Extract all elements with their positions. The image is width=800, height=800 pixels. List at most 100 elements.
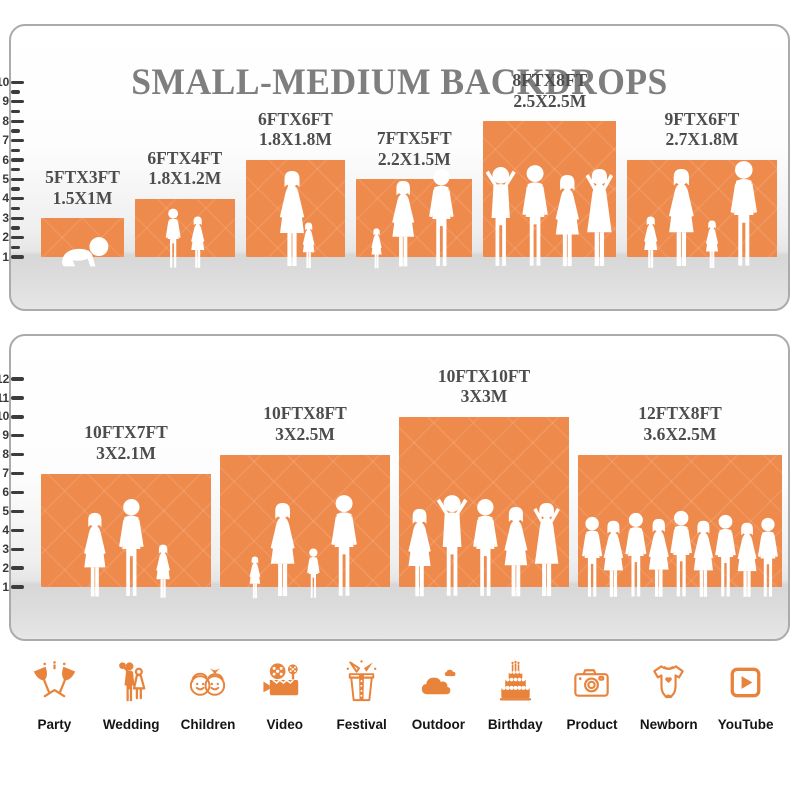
ruler-tick-major — [11, 177, 24, 182]
person-silhouette-woman — [265, 502, 300, 600]
person-silhouette-baby — [53, 234, 112, 270]
ruler-number: 6 — [2, 152, 9, 167]
backdrop-size-label: 8FTX8FT 2.5X2.5M — [512, 70, 587, 111]
ruler-number: 8 — [2, 113, 9, 128]
ruler-tick-major — [11, 471, 24, 476]
person-silhouette-man — [325, 494, 363, 600]
person-silhouette-manup — [482, 166, 519, 270]
backdrop-size-label: 5FTX3FT 1.5X1M — [45, 167, 120, 208]
size-feet: 6FTX6FT — [257, 108, 333, 129]
ruler-number: 8 — [2, 447, 9, 462]
backdrop-bar — [483, 121, 617, 257]
ruler-tick-major — [11, 138, 24, 143]
size-feet: 12FTX8FT — [638, 403, 722, 424]
size-feet: 7FTX5FT — [376, 128, 452, 149]
person-silhouette-man — [113, 498, 150, 600]
category-label: Outdoor — [411, 717, 466, 732]
ruler-number: 6 — [2, 485, 9, 499]
ruler-number: 11 — [0, 390, 9, 405]
person-silhouette-manup — [433, 494, 471, 600]
backdrop-bar — [356, 179, 473, 257]
backdrop-size-label: 10FTX10FT 3X3M — [438, 366, 530, 407]
ruler-tick-major — [11, 453, 24, 457]
backdrop-size-label: 12FTX8FT 3.6X2.5M — [638, 403, 722, 444]
size-meters: 2.2X1.5M — [377, 148, 451, 169]
person-silhouette-woman — [499, 506, 533, 600]
wedding-icon — [118, 662, 146, 702]
size-meters: 1.5X1M — [52, 187, 113, 208]
ruler-number: 3 — [2, 541, 9, 556]
ruler-tick-major — [11, 509, 24, 514]
size-meters: 1.8X1.2M — [148, 168, 222, 189]
backdrop-bar — [578, 454, 782, 587]
backdrop-size-label: 10FTX8FT 3X2.5M — [263, 403, 347, 444]
size-feet: 5FTX3FT — [45, 166, 120, 187]
category-label: Party — [37, 717, 72, 732]
ruler-number: 10 — [0, 74, 10, 89]
silhouette-group — [564, 510, 796, 600]
newborn-onesie-icon — [653, 665, 685, 699]
person-silhouette-girl — [641, 216, 660, 270]
silhouette-group — [206, 494, 404, 600]
person-silhouette-girl — [188, 216, 207, 270]
ruler-tick-major — [11, 100, 24, 104]
person-silhouette-man — [516, 164, 554, 270]
category-product: Product — [554, 659, 631, 732]
ruler-tick-minor — [11, 129, 20, 133]
category-label: Children — [180, 717, 236, 732]
backdrop-size-label: 6FTX4FT 1.8X1.2M — [147, 148, 222, 189]
size-meters: 3X2.1M — [96, 442, 156, 463]
ruler-tick-minor — [11, 148, 20, 152]
category-label: Product — [566, 717, 618, 732]
person-silhouette-man — [724, 160, 764, 270]
festival-gift-icon — [346, 660, 377, 702]
ruler-number: 7 — [2, 133, 9, 148]
ruler-tick-major — [11, 255, 24, 259]
ruler-tick-minor — [11, 109, 20, 114]
ruler-tick-minor — [11, 90, 20, 94]
ruler-tick-major — [11, 547, 24, 551]
outdoor-cloud-icon — [421, 669, 456, 695]
size-feet: 10FTX7FT — [84, 422, 168, 443]
size-feet: 10FTX8FT — [263, 403, 347, 424]
backdrop-size-label: 6FTX6FT 1.8X1.8M — [258, 109, 333, 150]
size-feet: 9FTX6FT — [664, 108, 740, 129]
category-newborn: Newborn — [630, 659, 707, 732]
category-label: Video — [266, 717, 304, 732]
person-silhouette-boy — [162, 208, 184, 270]
party-icon — [33, 661, 76, 698]
ruler-tick-minor — [11, 206, 20, 211]
person-silhouette-woman — [550, 174, 585, 270]
backdrop-bar — [41, 218, 124, 257]
panel-large: 12345678910111210FTX7FT3X2.1M10FTX8FT3X2… — [0, 334, 790, 641]
category-label: Wedding — [102, 717, 160, 732]
ruler-tick-major — [11, 158, 24, 162]
ruler-number: 9 — [2, 428, 9, 443]
category-wedding: Wedding — [93, 659, 170, 732]
category-children: Children — [170, 659, 247, 732]
category-youtube: YouTube — [707, 659, 784, 732]
ruler-number: 3 — [2, 210, 9, 225]
person-silhouette-woman — [387, 180, 419, 270]
person-silhouette-woman — [79, 512, 111, 600]
ruler-number: 7 — [2, 466, 9, 481]
category-party: Party — [16, 659, 93, 732]
person-silhouette-man — [423, 168, 460, 270]
panel-small-medium: SMALL-MEDIUM BACKDROPS 1 2 3 4 5 6 7 8 9 10 5FTX3F… — [0, 24, 790, 311]
person-silhouette-womanup — [581, 168, 618, 270]
silhouette-group — [232, 170, 360, 270]
product-camera-icon — [574, 669, 610, 697]
ruler-number: 2 — [2, 230, 9, 245]
silhouette-group — [469, 164, 630, 270]
size-feet: 8FTX8FT — [512, 69, 588, 90]
person-silhouette-girl — [369, 228, 384, 270]
ruler-tick-major — [11, 396, 24, 400]
ruler-tick-minor — [11, 226, 20, 230]
category-label: Birthday — [487, 717, 543, 732]
backdrop-bar — [627, 160, 777, 257]
size-meters: 3.6X2.5M — [643, 424, 717, 445]
ruler-tick-major — [11, 80, 24, 85]
ruler-tick-major — [11, 415, 24, 419]
backdrop-bar — [399, 416, 569, 587]
size-meters: 3X2.5M — [275, 424, 335, 445]
